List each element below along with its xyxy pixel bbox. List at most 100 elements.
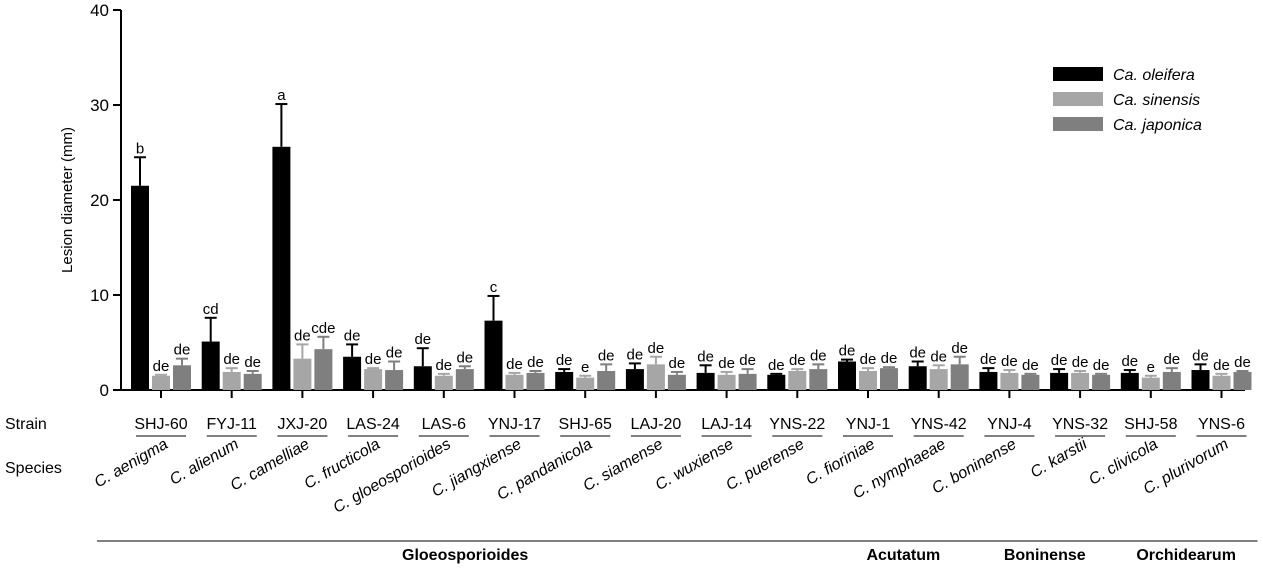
significance-letter: de bbox=[386, 345, 403, 362]
bar-ca-japonica bbox=[1162, 371, 1181, 390]
strain-label: SHJ-65 bbox=[559, 416, 612, 433]
significance-letter: de bbox=[527, 354, 544, 371]
bar-ca-sinensis bbox=[576, 377, 595, 390]
bar-ca-sinensis bbox=[788, 371, 807, 390]
significance-letter: de bbox=[768, 357, 785, 374]
bar-ca-sinensis bbox=[152, 375, 170, 390]
significance-letter: de bbox=[1001, 353, 1018, 370]
bar-ca-sinensis bbox=[505, 374, 524, 390]
bar-ca-japonica bbox=[1092, 374, 1111, 390]
species-label: C. wuxiense bbox=[653, 436, 737, 494]
bar-ca-japonica bbox=[667, 374, 686, 390]
bar-ca-oleifera bbox=[1050, 372, 1069, 390]
strain-label: LAS-24 bbox=[346, 416, 399, 433]
significance-letter: de bbox=[909, 345, 926, 362]
y-tick-label: 40 bbox=[90, 1, 109, 20]
significance-letter: de bbox=[506, 356, 523, 373]
bar-ca-oleifera bbox=[1191, 370, 1210, 390]
strain-label: SHJ-58 bbox=[1124, 416, 1177, 433]
bar-ca-oleifera bbox=[343, 356, 362, 390]
bar-ca-japonica bbox=[455, 369, 474, 390]
bar-ca-japonica bbox=[738, 373, 757, 390]
bar-ca-japonica bbox=[385, 370, 404, 390]
bar-ca-oleifera bbox=[131, 185, 149, 390]
species-label: C. gloeosporioides bbox=[331, 436, 454, 517]
bar-ca-oleifera bbox=[201, 341, 220, 390]
significance-letter: a bbox=[277, 87, 286, 104]
significance-letter: de bbox=[839, 343, 856, 360]
strain-label: SHJ-60 bbox=[134, 416, 187, 433]
strain-row-label: Strain bbox=[5, 416, 47, 433]
significance-letter: de bbox=[810, 347, 827, 364]
significance-letter: de bbox=[244, 354, 261, 371]
legend-swatch bbox=[1053, 92, 1103, 106]
significance-letter: de bbox=[1213, 357, 1230, 374]
bar-ca-oleifera bbox=[979, 371, 998, 390]
significance-letter: de bbox=[1163, 351, 1180, 368]
legend-label: Ca. sinensis bbox=[1113, 92, 1200, 109]
bar-ca-japonica bbox=[526, 372, 545, 390]
bar-ca-sinensis bbox=[434, 375, 453, 390]
strain-label: LAJ-20 bbox=[631, 416, 682, 433]
bar-ca-oleifera bbox=[696, 372, 715, 390]
legend-swatch bbox=[1053, 117, 1103, 131]
y-tick-label: 30 bbox=[90, 96, 109, 115]
bar-ca-oleifera bbox=[484, 320, 503, 390]
bar-ca-oleifera bbox=[838, 361, 856, 390]
bar-ca-japonica bbox=[314, 349, 333, 390]
significance-letter: de bbox=[860, 351, 877, 368]
significance-letter: de bbox=[718, 355, 735, 372]
significance-letter: de bbox=[365, 351, 382, 368]
significance-letter: de bbox=[174, 342, 191, 359]
strain-label: YNJ-4 bbox=[987, 416, 1032, 433]
complex-label: Acutatum bbox=[866, 547, 940, 564]
bar-ca-sinensis bbox=[929, 369, 948, 390]
significance-letter: cd bbox=[203, 301, 219, 318]
bar-ca-oleifera bbox=[767, 374, 786, 390]
significance-letter: e bbox=[581, 359, 589, 376]
strain-label: YNJ-17 bbox=[488, 416, 541, 433]
strain-label: YNS-6 bbox=[1198, 416, 1245, 433]
bar-ca-sinensis bbox=[364, 369, 383, 390]
strain-label: JXJ-20 bbox=[278, 416, 328, 433]
strain-label: YNS-22 bbox=[769, 416, 825, 433]
significance-letter: de bbox=[435, 357, 452, 374]
y-tick-label: 20 bbox=[90, 191, 109, 210]
complex-label: Orchidearum bbox=[1136, 547, 1236, 564]
bar-ca-japonica bbox=[809, 369, 828, 390]
bar-ca-japonica bbox=[950, 364, 969, 390]
complex-label: Boninense bbox=[1004, 547, 1086, 564]
significance-letter: de bbox=[456, 349, 473, 366]
strain-label: YNS-32 bbox=[1052, 416, 1108, 433]
complex-label: Gloeosporioides bbox=[402, 547, 528, 564]
bar-ca-sinensis bbox=[859, 371, 877, 390]
significance-letter: de bbox=[1051, 352, 1068, 369]
legend-swatch bbox=[1053, 67, 1103, 81]
strain-label: YNJ-1 bbox=[846, 416, 891, 433]
significance-letter: e bbox=[1147, 359, 1155, 376]
significance-letter: de bbox=[930, 348, 947, 365]
significance-letter: de bbox=[1022, 357, 1039, 374]
bar-ca-sinensis bbox=[717, 374, 736, 390]
bar-ca-japonica bbox=[1233, 371, 1252, 390]
bar-ca-oleifera bbox=[555, 371, 574, 390]
species-label: C. karstii bbox=[1028, 436, 1091, 482]
significance-letter: de bbox=[1121, 353, 1138, 370]
significance-letter: de bbox=[1072, 354, 1089, 371]
significance-letter: de bbox=[1234, 354, 1251, 371]
significance-letter: b bbox=[136, 140, 144, 157]
significance-letter: de bbox=[951, 340, 968, 357]
bar-ca-oleifera bbox=[272, 146, 291, 390]
bar-ca-sinensis bbox=[293, 358, 312, 390]
y-axis-label: Lesion diameter (mm) bbox=[59, 127, 76, 273]
significance-letter: de bbox=[697, 348, 714, 365]
strain-label: FYJ-11 bbox=[207, 416, 257, 433]
significance-letter: de bbox=[789, 352, 806, 369]
significance-letter: de bbox=[739, 352, 756, 369]
strain-label: LAJ-14 bbox=[701, 416, 752, 433]
significance-letter: de bbox=[556, 352, 573, 369]
species-label: C. aenigma bbox=[92, 436, 171, 492]
bar-ca-oleifera bbox=[1120, 372, 1139, 390]
legend-label: Ca. japonica bbox=[1113, 117, 1202, 134]
